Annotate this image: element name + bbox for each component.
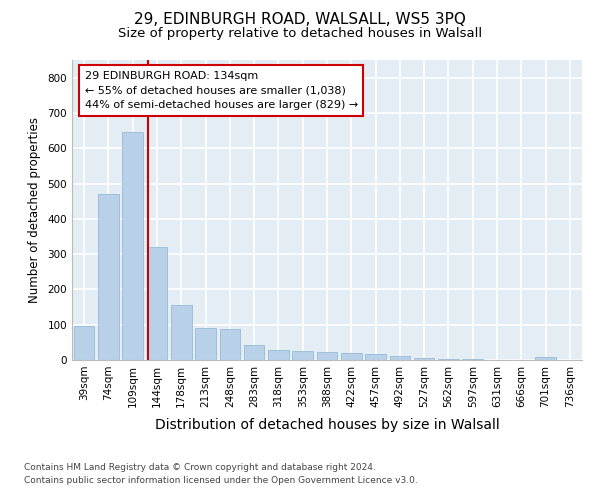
Bar — [122, 132, 143, 360]
Y-axis label: Number of detached properties: Number of detached properties — [28, 117, 41, 303]
Bar — [535, 357, 556, 360]
Bar — [268, 350, 289, 360]
Bar — [365, 354, 386, 360]
Bar — [389, 356, 410, 360]
Bar — [292, 351, 313, 360]
Bar — [74, 326, 94, 360]
Bar — [146, 247, 167, 360]
Bar — [220, 329, 240, 360]
Bar — [438, 359, 459, 360]
Bar — [98, 194, 119, 360]
X-axis label: Distribution of detached houses by size in Walsall: Distribution of detached houses by size … — [155, 418, 499, 432]
Bar — [414, 358, 434, 360]
Text: 29, EDINBURGH ROAD, WALSALL, WS5 3PQ: 29, EDINBURGH ROAD, WALSALL, WS5 3PQ — [134, 12, 466, 28]
Text: Size of property relative to detached houses in Walsall: Size of property relative to detached ho… — [118, 28, 482, 40]
Text: Contains public sector information licensed under the Open Government Licence v3: Contains public sector information licen… — [24, 476, 418, 485]
Bar — [341, 353, 362, 360]
Bar — [195, 328, 216, 360]
Bar — [317, 352, 337, 360]
Bar — [244, 345, 265, 360]
Text: Contains HM Land Registry data © Crown copyright and database right 2024.: Contains HM Land Registry data © Crown c… — [24, 464, 376, 472]
Text: 29 EDINBURGH ROAD: 134sqm
← 55% of detached houses are smaller (1,038)
44% of se: 29 EDINBURGH ROAD: 134sqm ← 55% of detac… — [85, 70, 358, 110]
Bar — [171, 304, 191, 360]
